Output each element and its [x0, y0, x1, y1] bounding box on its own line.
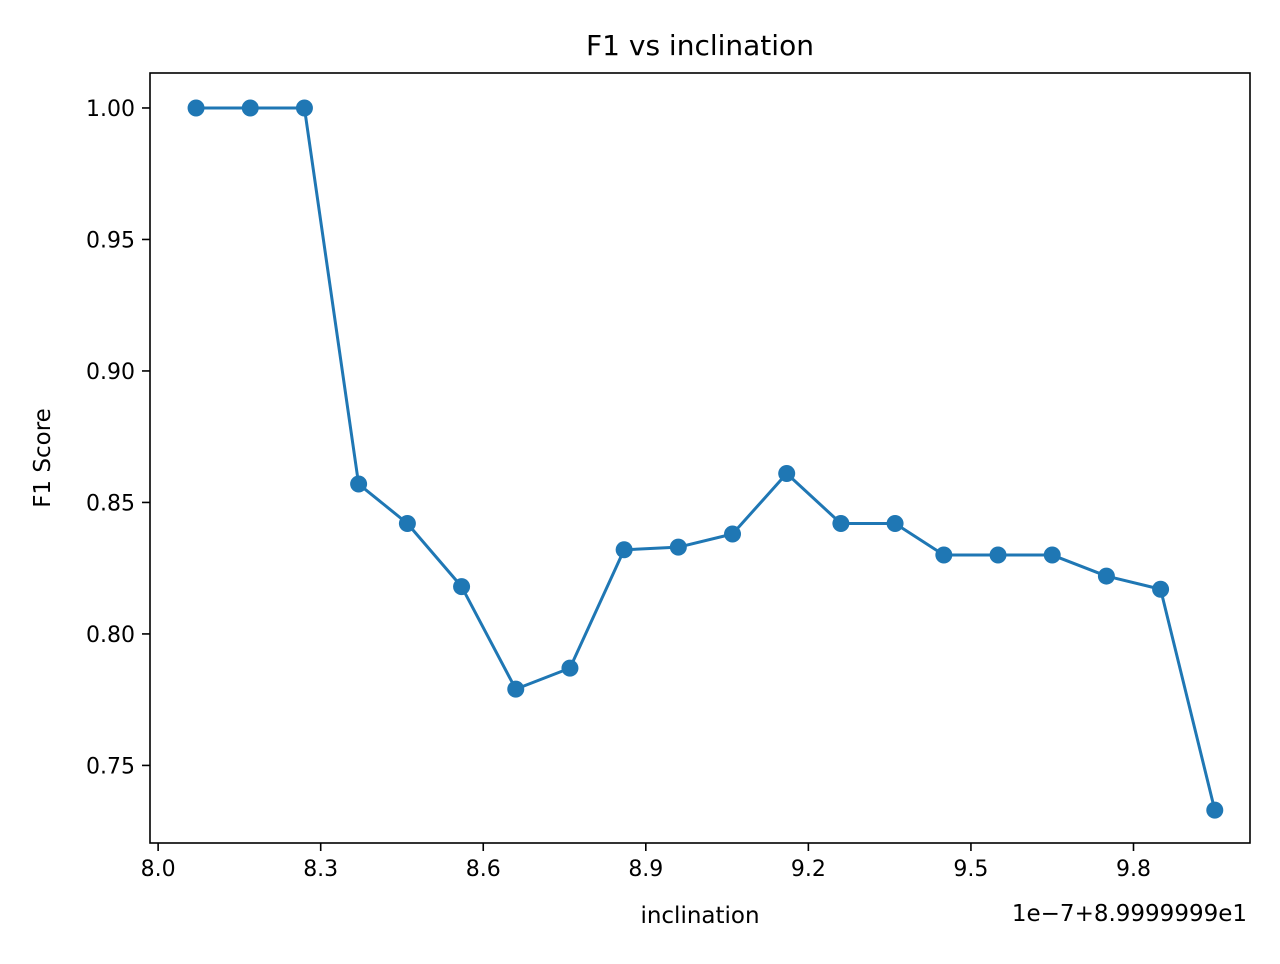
data-point: [615, 541, 633, 559]
data-point: [241, 99, 259, 117]
y-tick-label: 0.75: [86, 754, 135, 779]
data-point: [350, 475, 368, 493]
data-point: [724, 525, 742, 543]
x-axis-label: inclination: [640, 903, 759, 929]
data-point: [295, 99, 313, 117]
series-line: [196, 106, 1217, 811]
y-tick-label: 0.95: [86, 228, 135, 253]
x-tick-label: 8.9: [628, 857, 663, 882]
x-tick-label: 8.3: [303, 857, 338, 882]
data-point: [989, 546, 1007, 564]
data-point: [398, 514, 416, 532]
x-axis-offset-label: 1e−7+8.9999999e1: [1012, 901, 1247, 927]
data-point: [1152, 580, 1170, 598]
x-tick-label: 9.8: [1116, 857, 1151, 882]
data-point: [1043, 546, 1061, 564]
data-point: [669, 538, 687, 556]
y-axis-label: F1 Score: [30, 408, 56, 508]
data-point: [1097, 567, 1115, 585]
data-point: [561, 659, 579, 677]
data-point: [935, 546, 953, 564]
data-point: [453, 578, 471, 596]
x-tick-label: 8.6: [466, 857, 501, 882]
x-tick-label: 9.5: [953, 857, 988, 882]
y-axis: 0.75 0.80 0.85 0.90 0.95 1.00: [86, 97, 150, 779]
y-tick-label: 0.90: [86, 360, 135, 385]
y-tick-label: 1.00: [86, 97, 135, 122]
y-tick-label: 0.80: [86, 623, 135, 648]
axes-frame: [149, 72, 1251, 844]
x-tick-label: 9.2: [791, 857, 826, 882]
data-point: [832, 514, 850, 532]
data-point: [507, 680, 525, 698]
plot-area: [187, 99, 1224, 819]
data-point: [1206, 801, 1224, 819]
data-point: [778, 465, 796, 483]
data-point: [886, 514, 904, 532]
x-tick-label: 8.0: [141, 857, 176, 882]
data-point: [187, 99, 205, 117]
chart-title: F1 vs inclination: [586, 29, 814, 62]
x-axis: 8.0 8.3 8.6 8.9 9.2 9.5 9.8: [141, 843, 1151, 882]
y-tick-label: 0.85: [86, 491, 135, 516]
